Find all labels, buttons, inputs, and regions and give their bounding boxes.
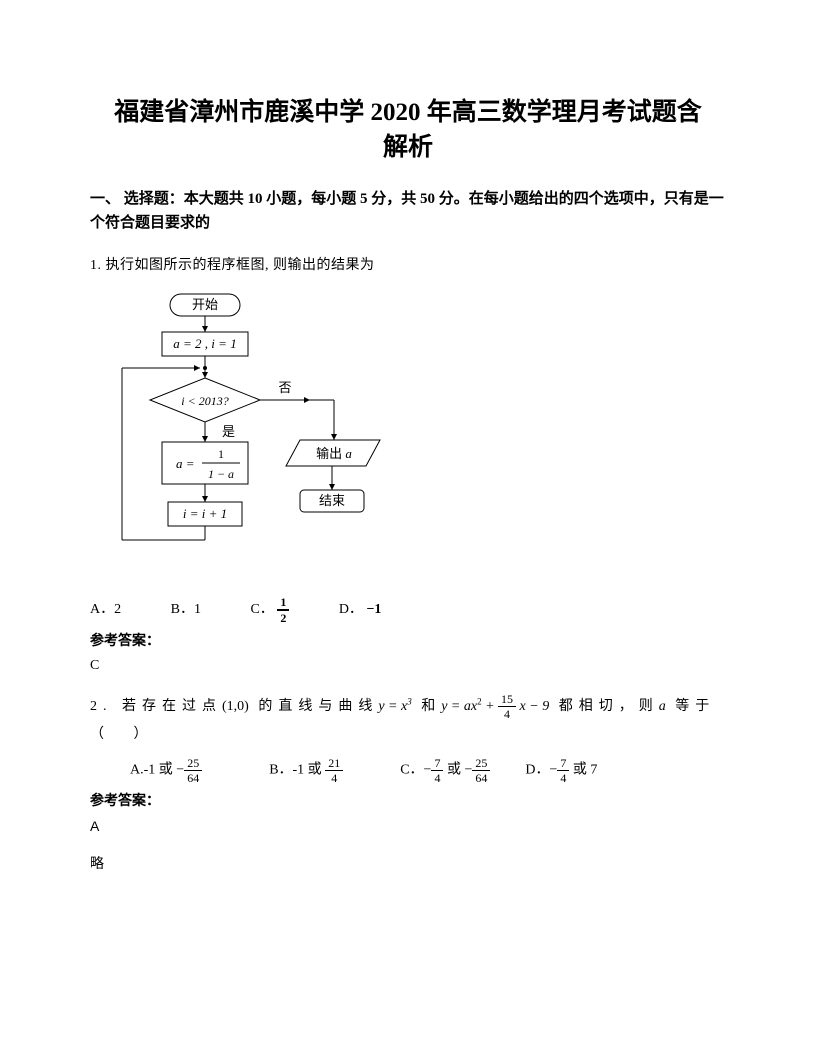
q2-brief: 略 — [90, 852, 726, 879]
q2-answer-label: 参考答案： — [90, 790, 726, 810]
svg-text:1 − a: 1 − a — [208, 467, 234, 481]
title-line-2: 解析 — [383, 134, 433, 161]
q1-options: A．2 B．1 C． 1 2 D． −1 — [90, 596, 726, 624]
page-title: 福建省漳州市鹿溪中学 2020 年高三数学理月考试题含 解析 — [90, 95, 726, 165]
q1-opt-d-val: −1 — [366, 602, 381, 617]
flow-start: 开始 — [192, 297, 218, 312]
flow-init: a = 2 , i = 1 — [173, 336, 236, 351]
title-line-1: 福建省漳州市鹿溪中学 2020 年高三数学理月考试题含 — [114, 99, 702, 126]
q1-answer-label: 参考答案： — [90, 630, 726, 650]
q2-options: A.-1 或 −2564 B．-1 或 214 C．−74 或 −2564 D．… — [130, 757, 726, 784]
flow-output: 输出 a — [316, 446, 352, 461]
flow-inc: i = i + 1 — [183, 506, 227, 521]
q1-opt-c: C． — [250, 602, 273, 617]
q2-stem: 2. 若存在过点(1,0) 的直线与曲线y = x3 和y = ax2 + 15… — [90, 692, 726, 723]
q1-opt-a: A．2 — [90, 602, 121, 617]
flow-yes: 是 — [222, 424, 235, 439]
flowchart: 开始 a = 2 , i = 1 i < 2013? 否 是 a = 1 1 −… — [100, 288, 726, 588]
q2-paren: （ ） — [90, 722, 726, 749]
flow-cond: i < 2013? — [181, 394, 228, 408]
q1-opt-d: D． — [339, 602, 363, 617]
q2-answer: A — [90, 818, 726, 834]
flow-end: 结束 — [319, 493, 345, 508]
svg-text:a =: a = — [176, 456, 195, 471]
svg-text:1: 1 — [218, 447, 224, 461]
q2-opt-c: C．−74 或 −2564 — [400, 757, 490, 784]
section-heading: 一、 选择题：本大题共 10 小题，每小题 5 分，共 50 分。在每小题给出的… — [90, 187, 726, 235]
q1-answer: C — [90, 658, 726, 674]
q2-opt-b: B．-1 或 214 — [269, 757, 343, 784]
flow-no: 否 — [278, 380, 291, 395]
q1-stem: 1. 执行如图所示的程序框图, 则输出的结果为 — [90, 253, 726, 280]
q2-opt-a: A.-1 或 −2564 — [130, 757, 202, 784]
q1-opt-b: B．1 — [171, 602, 201, 617]
q2-opt-d: D．−74 或 7 — [525, 757, 597, 784]
q1-opt-c-frac: 1 2 — [277, 596, 289, 624]
